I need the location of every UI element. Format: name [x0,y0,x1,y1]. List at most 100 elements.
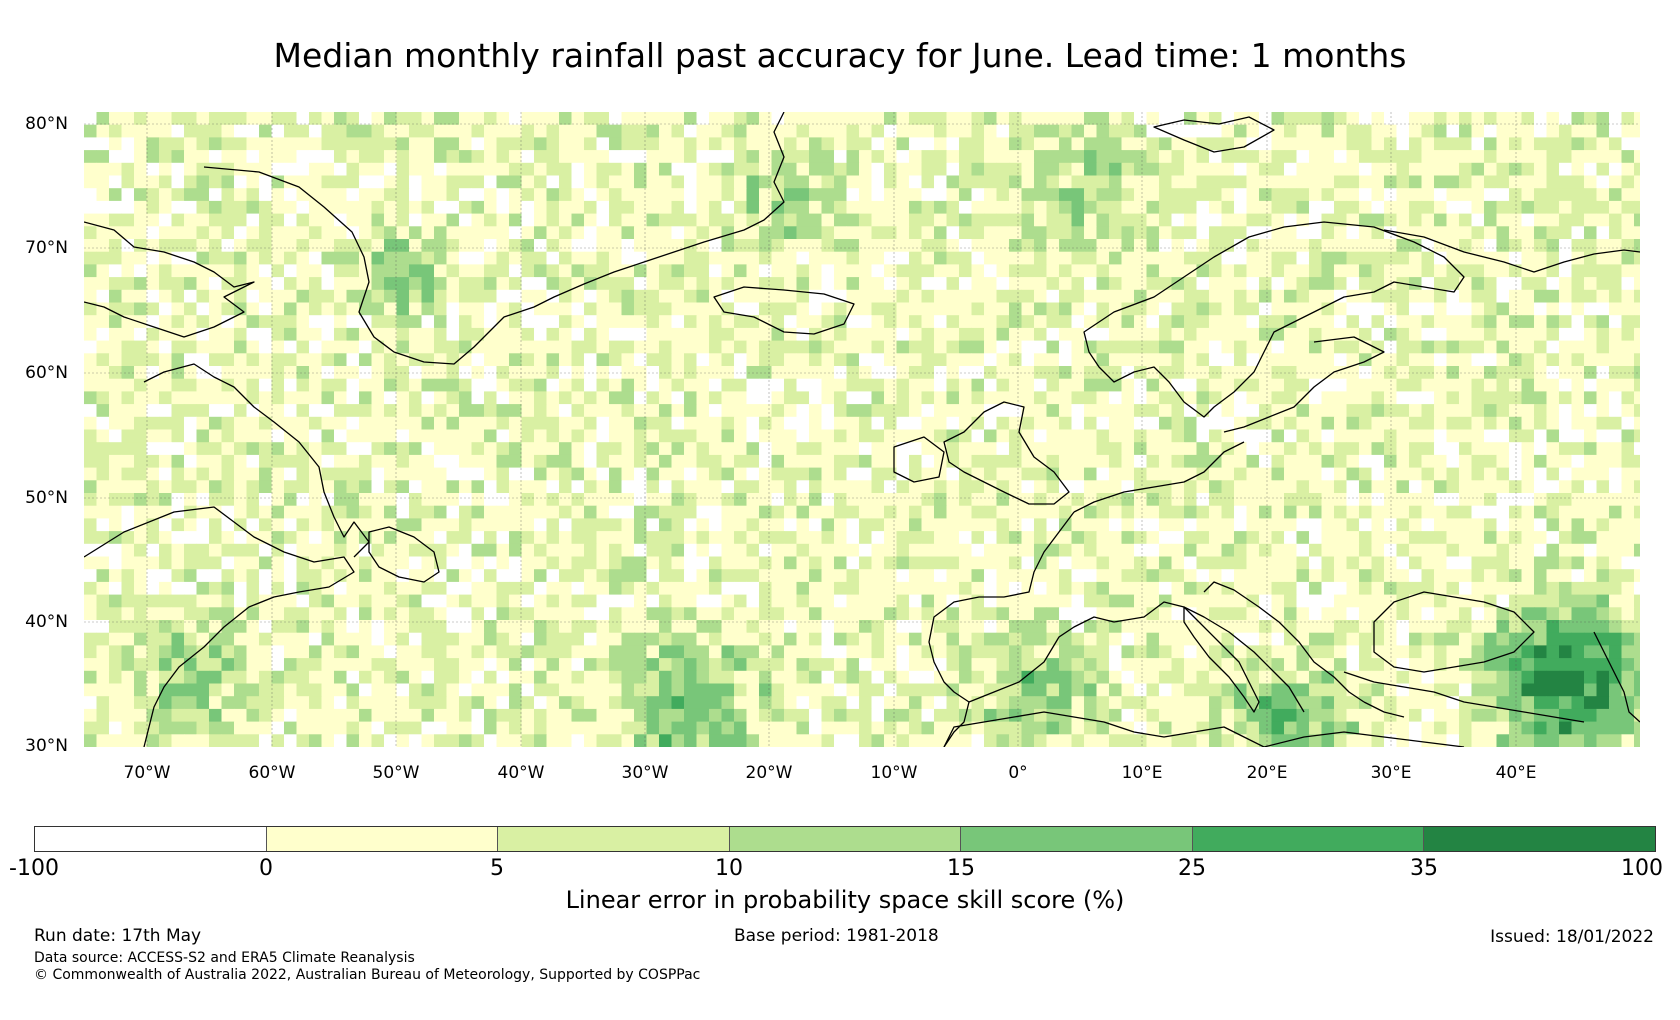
skill-cell [596,518,610,532]
skill-cell [171,162,185,176]
skill-cell [859,302,872,316]
skill-cell [871,239,885,253]
skill-cell [1471,162,1485,176]
skill-cell [1259,467,1272,481]
skill-cell [1171,124,1185,138]
skill-cell [409,442,422,456]
skill-cell [909,213,922,227]
skill-cell [346,404,360,418]
skill-cell [596,467,610,481]
skill-cell [996,213,1010,227]
skill-cell [734,581,747,595]
skill-cell [696,353,710,367]
skill-cell [546,353,560,367]
skill-cell [209,239,222,253]
skill-cell [1034,188,1047,202]
skill-cell [1534,454,1547,468]
skill-cell [759,251,772,265]
skill-cell [1071,277,1085,291]
skill-cell [1109,302,1122,316]
skill-cell [896,366,910,380]
skill-cell [934,556,947,570]
skill-cell [371,315,385,329]
skill-cell [1421,213,1435,227]
skill-cell [1284,391,1297,405]
skill-cell [421,480,435,494]
skill-cell [371,416,385,430]
skill-cell [134,340,147,354]
skill-cell [384,378,397,392]
skill-cell [1521,200,1535,214]
skill-cell [709,188,722,202]
skill-cell [709,505,722,519]
skill-cell [1009,556,1022,570]
skill-cell [146,607,160,621]
skill-cell [771,251,785,265]
skill-cell [346,391,360,405]
skill-cell [159,429,172,443]
skill-cell [371,112,385,126]
skill-cell [671,162,685,176]
skill-cell [271,137,285,151]
skill-cell [96,213,110,227]
skill-cell [296,175,310,189]
skill-cell [146,200,160,214]
skill-cell [946,404,960,418]
skill-cell [121,442,135,456]
skill-cell [271,112,285,126]
skill-cell [1134,340,1147,354]
skill-cell [371,493,385,507]
skill-cell [709,200,722,214]
skill-cell [1471,543,1485,557]
skill-cell [1571,353,1585,367]
skill-cell [534,188,547,202]
skill-cell [1246,264,1260,278]
skill-cell [984,594,997,608]
skill-cell [509,213,522,227]
skill-cell [1196,416,1210,430]
skill-cell [284,543,297,557]
skill-cell [1409,353,1422,367]
skill-cell [1621,239,1635,253]
skill-cell [1321,213,1335,227]
skill-cell [1346,315,1360,329]
skill-cell [1059,226,1072,240]
skill-cell [934,353,947,367]
skill-cell [1096,366,1110,380]
skill-cell [521,264,535,278]
skill-cell [309,277,322,291]
skill-cell [1071,493,1085,507]
skill-cell [1259,505,1272,519]
skill-cell [1484,340,1497,354]
skill-cell [809,200,822,214]
skill-cell [1634,112,1640,126]
skill-cell [1371,213,1385,227]
skill-cell [909,175,922,189]
skill-cell [509,607,522,621]
skill-cell [284,213,297,227]
skill-cell [596,302,610,316]
skill-cell [1384,442,1397,456]
skill-cell [634,175,647,189]
skill-cell [1159,150,1172,164]
skill-cell [346,607,360,621]
skill-cell [596,581,610,595]
skill-cell [196,518,210,532]
skill-cell [1121,454,1135,468]
skill-cell [1084,429,1097,443]
skill-cell [1509,594,1522,608]
skill-cell [1196,467,1210,481]
skill-cell [784,607,797,621]
skill-cell [784,505,797,519]
skill-cell [896,175,910,189]
skill-cell [671,277,685,291]
skill-cell [359,556,372,570]
skill-cell [221,188,235,202]
skill-cell [734,302,747,316]
skill-cell [1046,581,1060,595]
skill-cell [1134,327,1147,341]
skill-cell [1496,213,1510,227]
skill-cell [1334,518,1347,532]
skill-cell [1146,404,1160,418]
skill-cell [1346,251,1360,265]
